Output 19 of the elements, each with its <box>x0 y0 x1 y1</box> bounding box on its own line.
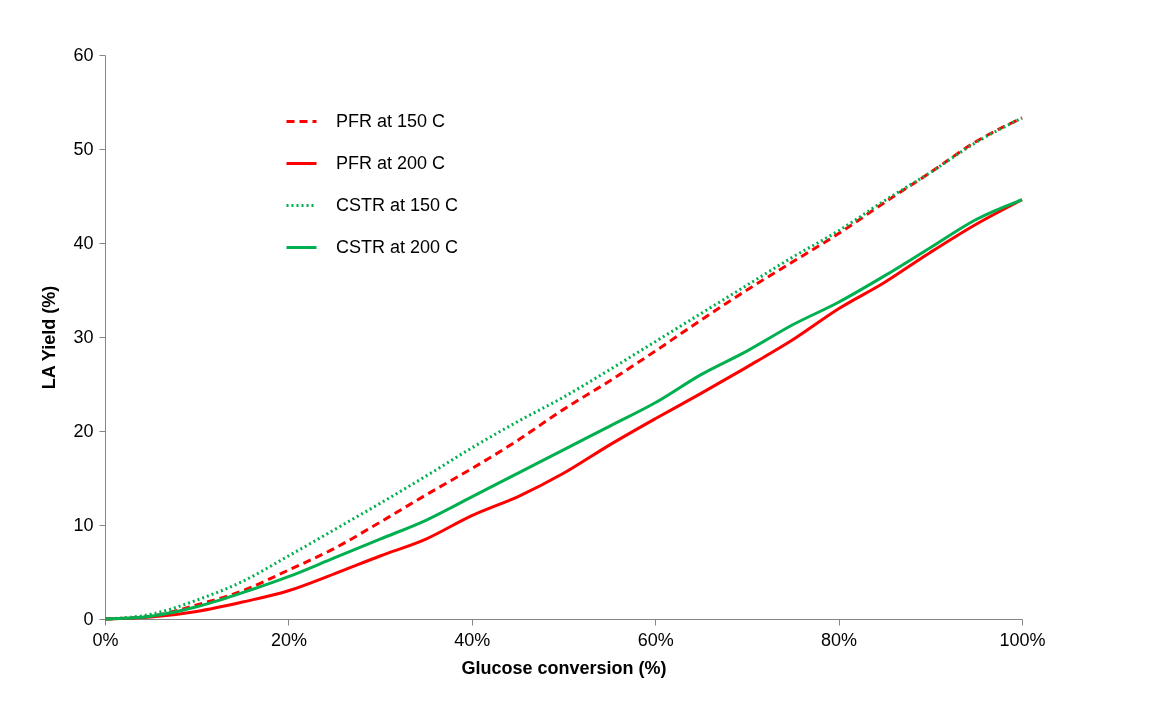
x-tick-label: 20% <box>270 629 307 650</box>
x-axis-title: Glucose conversion (%) <box>461 657 667 678</box>
y-tick-label: 20 <box>73 420 94 441</box>
x-tick-label: 60% <box>637 629 674 650</box>
y-tick-label: 0 <box>83 608 94 629</box>
x-tick-label: 0% <box>92 629 119 650</box>
x-tick-label: 100% <box>999 629 1046 650</box>
legend-label: CSTR at 150 C <box>336 194 459 215</box>
x-tick-label: 40% <box>454 629 491 650</box>
y-tick-label: 40 <box>73 232 94 253</box>
legend-label: PFR at 200 C <box>336 152 446 173</box>
y-tick-label: 50 <box>73 138 94 159</box>
x-tick-label: 80% <box>821 629 858 650</box>
y-tick-label: 60 <box>73 44 94 65</box>
y-tick-label: 10 <box>73 514 94 535</box>
y-axis-title: LA Yield (%) <box>39 285 60 390</box>
legend-label: PFR at 150 C <box>336 110 446 131</box>
y-tick-label: 30 <box>73 326 94 347</box>
legend-label: CSTR at 200 C <box>336 236 459 257</box>
